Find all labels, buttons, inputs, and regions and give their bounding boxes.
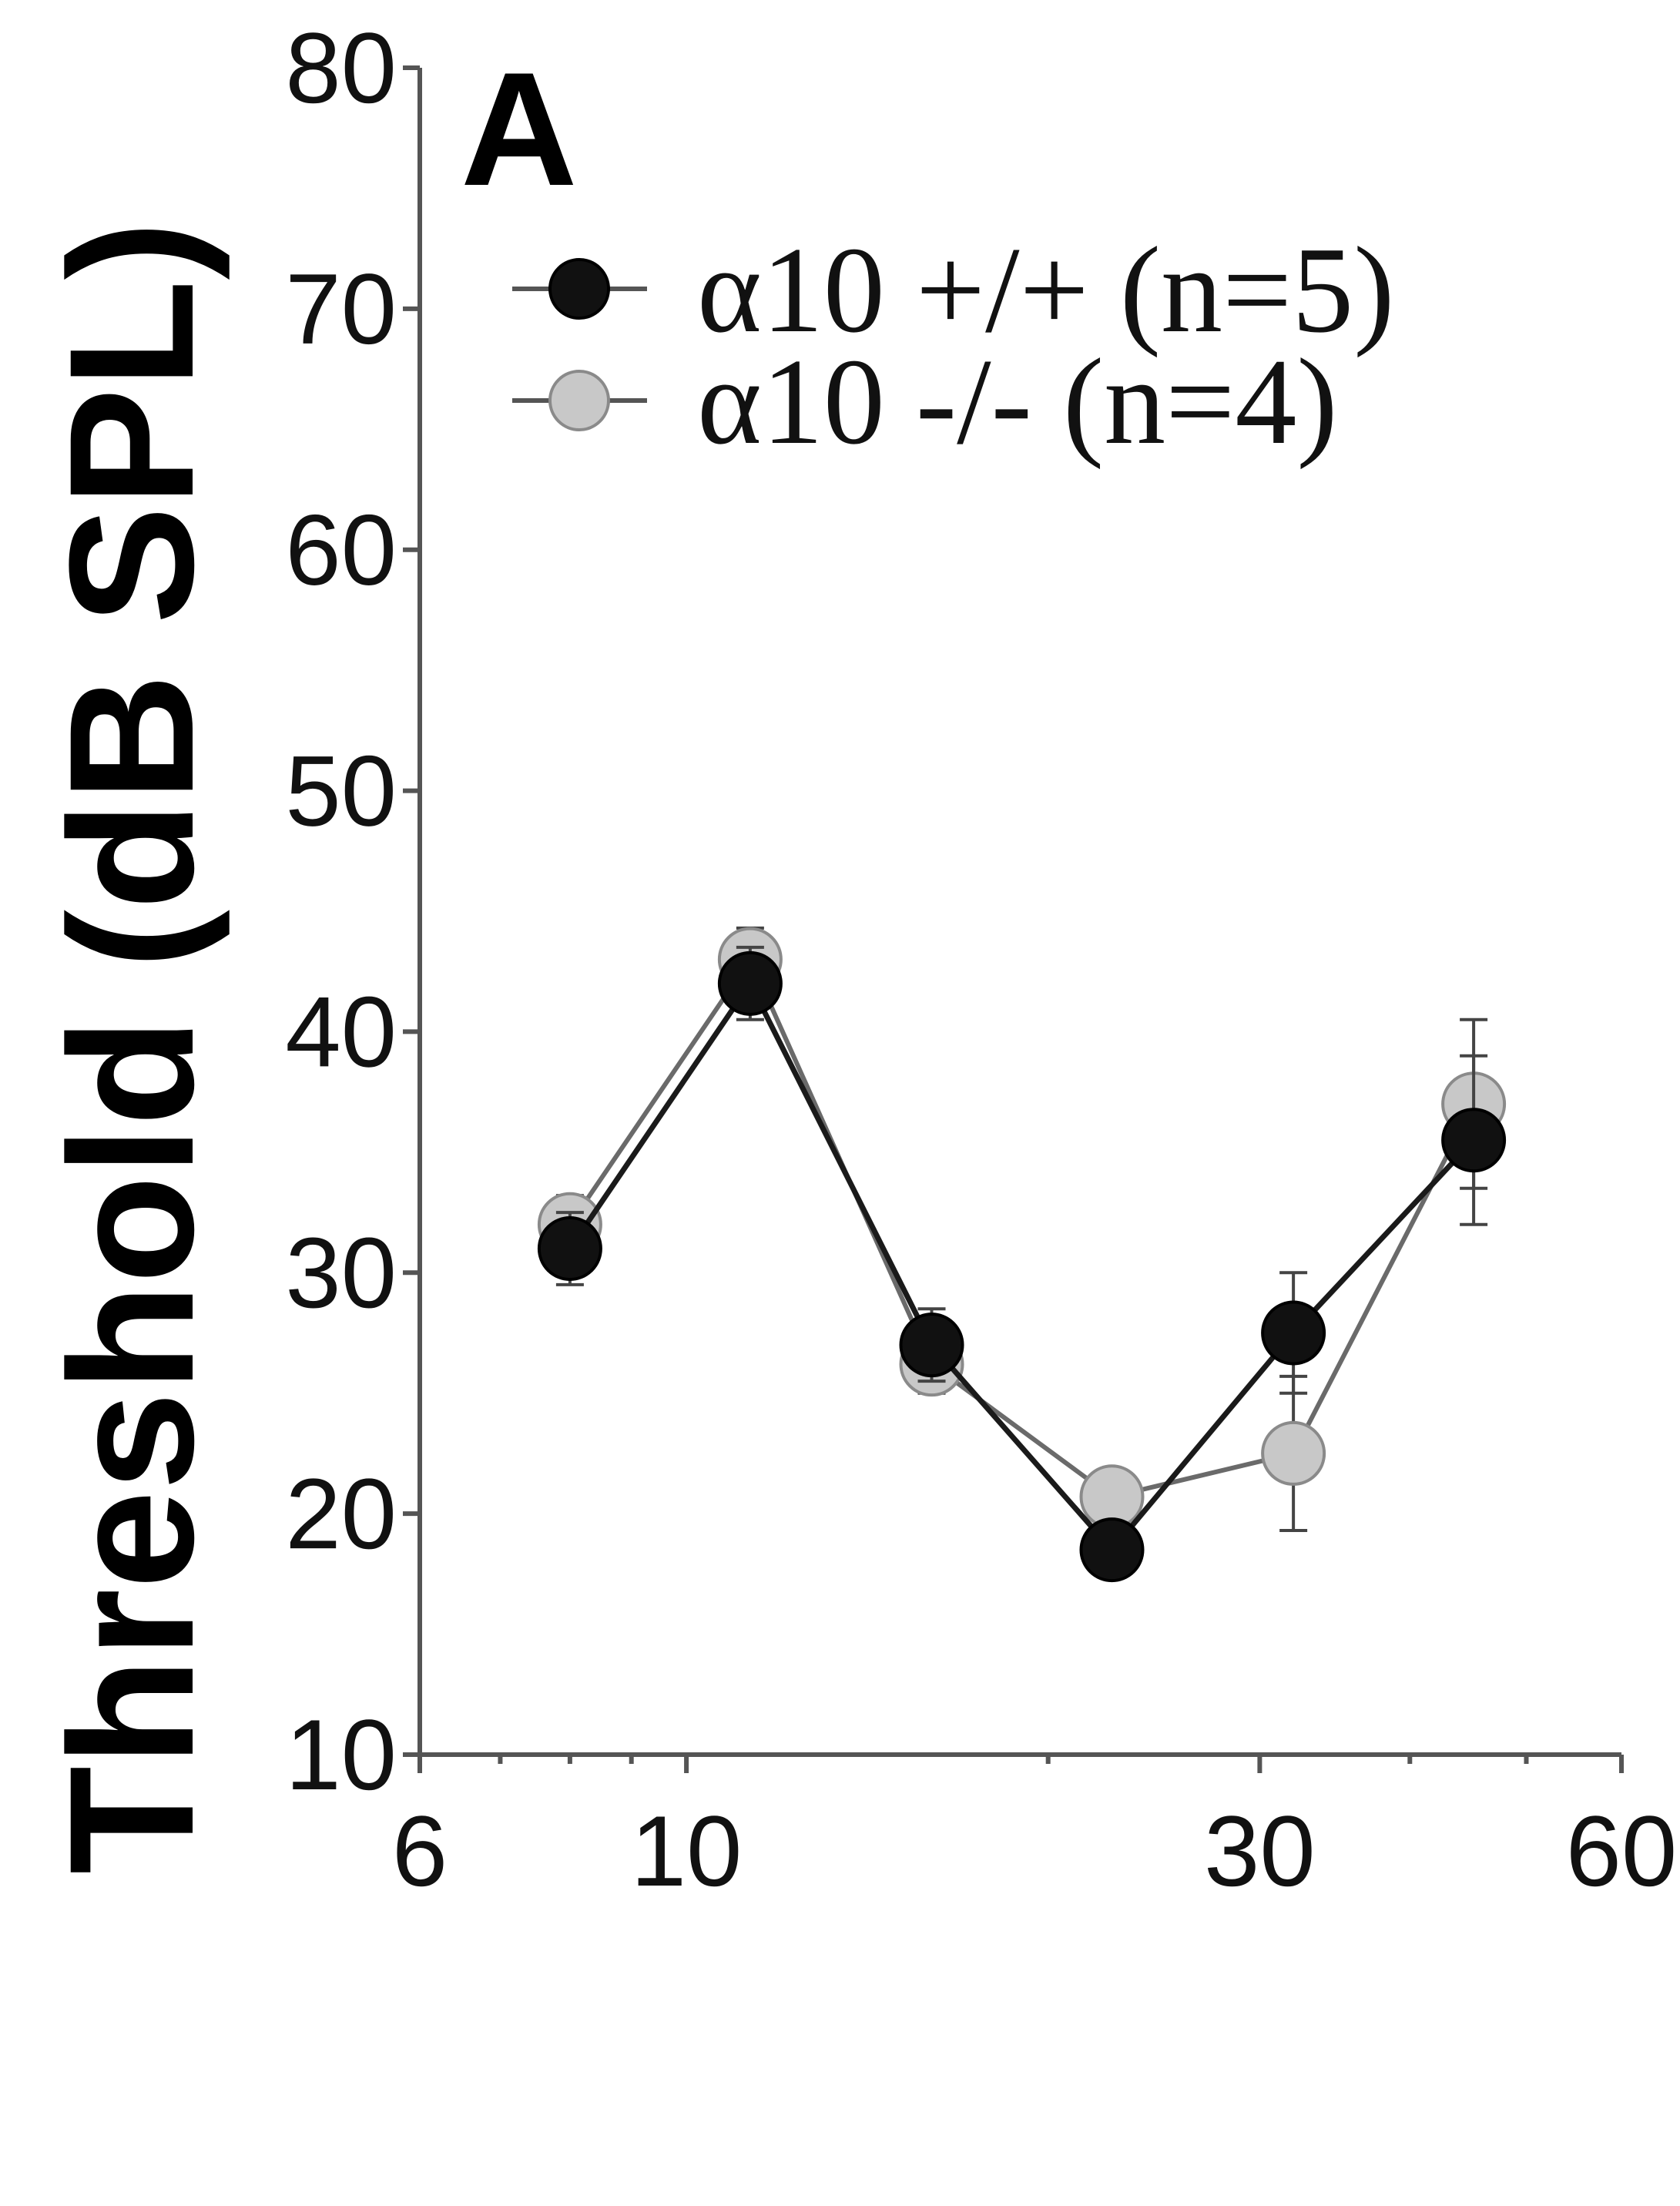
y-tick-label: 80 — [285, 12, 397, 124]
data-point — [537, 1216, 602, 1281]
y-tick-label: 60 — [285, 494, 397, 606]
legend: α10 +/+ (n=5)α10 -/- (n=4) — [512, 221, 1395, 470]
x-tick-label: 30 — [1204, 1795, 1316, 1907]
y-tick-label: 50 — [285, 735, 397, 847]
y-axis-label: Threshold (dB SPL) — [32, 221, 230, 1875]
data-point — [899, 1313, 964, 1378]
data-point — [1441, 1108, 1507, 1173]
data-point — [717, 950, 783, 1016]
y-tick-label: 70 — [285, 253, 397, 365]
data-point — [1261, 1300, 1326, 1366]
series-layer — [537, 926, 1507, 1583]
x-tick-label: 60 — [1566, 1795, 1678, 1907]
series-line-1 — [568, 954, 1476, 1500]
y-tick-label: 40 — [285, 975, 397, 1088]
y-tick-label: 30 — [285, 1216, 397, 1329]
legend-marker — [548, 258, 610, 320]
y-tick-label: 10 — [285, 1698, 397, 1811]
legend-label: α10 -/- (n=4) — [697, 333, 1338, 470]
legend-label: α10 +/+ (n=5) — [697, 221, 1395, 358]
legend-marker — [548, 370, 610, 431]
series-1 — [537, 926, 1507, 1533]
series-0 — [537, 945, 1507, 1583]
x-tick-label: 6 — [392, 1795, 448, 1907]
y-tick-label: 20 — [285, 1457, 397, 1570]
panel-label: A — [461, 39, 578, 220]
data-point — [1261, 1420, 1326, 1486]
series-line-0 — [568, 977, 1476, 1554]
data-point — [1079, 1517, 1145, 1583]
x-tick-label: 10 — [631, 1795, 743, 1907]
